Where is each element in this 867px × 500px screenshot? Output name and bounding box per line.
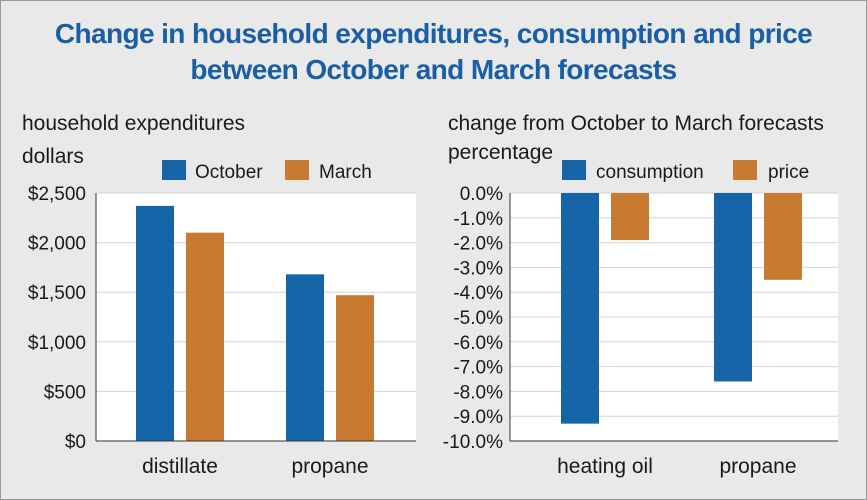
right-chart-title: change from October to March forecasts [448, 112, 824, 135]
right-y-tick-label: -9.0% [453, 407, 503, 428]
left-y-tick-label: $500 [44, 382, 86, 403]
legend-swatch-march [285, 160, 309, 180]
right-y-tick-label: -8.0% [453, 382, 503, 403]
right-y-tick-label: -6.0% [453, 333, 503, 354]
left-bar-march-propane [336, 295, 374, 441]
legend-label-october: October [195, 162, 263, 183]
legend-swatch-consumption [562, 160, 586, 180]
legend-swatch-october [162, 160, 186, 180]
legend-swatch-price [733, 160, 757, 180]
right-chart-ylabel: percentage [448, 141, 553, 164]
right-y-tick-label: -5.0% [453, 308, 503, 329]
right-y-tick-label: 0.0% [460, 184, 503, 205]
legend-label-march: March [319, 162, 372, 183]
left-bar-october-propane [286, 274, 324, 441]
right-bar-consumption-heating-oil [561, 193, 599, 424]
right-y-tick-label: -10.0% [443, 432, 503, 453]
right-bar-price-propane [764, 193, 802, 280]
right-y-tick-label: -2.0% [453, 234, 503, 255]
left-bar-march-distillate [186, 232, 224, 441]
left-category-label: propane [291, 455, 368, 478]
right-category-label: propane [719, 455, 796, 478]
left-y-tick-label: $1,500 [28, 283, 86, 304]
left-y-tick-label: $2,500 [28, 184, 86, 205]
right-bar-price-heating-oil [611, 193, 649, 241]
left-bar-october-distillate [136, 205, 174, 441]
right-category-label: heating oil [557, 455, 653, 478]
right-y-tick-label: -1.0% [453, 209, 503, 230]
chart-title-line-1: Change in household expenditures, consum… [54, 18, 813, 49]
legend-label-consumption: consumption [596, 162, 704, 183]
chart-title-line-2: between October and March forecasts [190, 54, 677, 85]
left-y-tick-label: $0 [65, 432, 86, 453]
legend-label-price: price [768, 162, 809, 183]
right-y-tick-label: -7.0% [453, 358, 503, 379]
right-y-tick-label: -4.0% [453, 283, 503, 304]
left-y-tick-label: $2,000 [28, 234, 86, 255]
right-y-tick-label: -3.0% [453, 258, 503, 279]
left-category-label: distillate [142, 455, 218, 478]
right-bar-consumption-propane [714, 193, 752, 382]
left-chart-ylabel: dollars [22, 145, 84, 168]
left-chart-title: household expenditures [22, 112, 245, 135]
left-y-tick-label: $1,000 [28, 333, 86, 354]
